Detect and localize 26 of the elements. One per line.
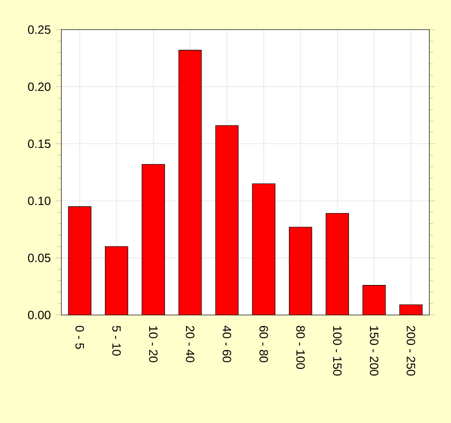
bar xyxy=(252,184,276,315)
x-tick-label: 5 - 10 xyxy=(112,326,121,356)
y-tick-label: 0.00 xyxy=(28,310,50,320)
x-tick-label: 10 - 20 xyxy=(149,326,158,362)
x-tick-label: 150 - 200 xyxy=(370,326,378,376)
bar xyxy=(362,285,386,315)
y-tick-label: 0.10 xyxy=(28,196,50,206)
bar xyxy=(289,227,312,315)
x-tick-label: 40 - 60 xyxy=(222,326,232,362)
x-tick-label: 200 - 250 xyxy=(406,326,416,376)
x-tick-label: 60 - 80 xyxy=(259,326,268,362)
bar xyxy=(399,304,423,315)
y-tick-label: 0.20 xyxy=(28,82,50,91)
y-tick-label: 0.15 xyxy=(28,140,50,148)
x-tick-label: 20 - 40 xyxy=(186,326,194,362)
bar xyxy=(326,213,349,315)
bar xyxy=(142,164,165,315)
x-tick-label: 100 - 150 xyxy=(333,326,342,376)
y-tick-label: 0.25 xyxy=(28,25,50,34)
bar xyxy=(105,246,128,315)
y-tick-label: 0.05 xyxy=(28,254,50,262)
x-tick-label: 0 - 5 xyxy=(75,326,84,349)
bar xyxy=(216,126,238,315)
bar xyxy=(178,50,202,315)
bar xyxy=(68,206,92,315)
x-tick-label: 80 - 100 xyxy=(296,326,305,369)
